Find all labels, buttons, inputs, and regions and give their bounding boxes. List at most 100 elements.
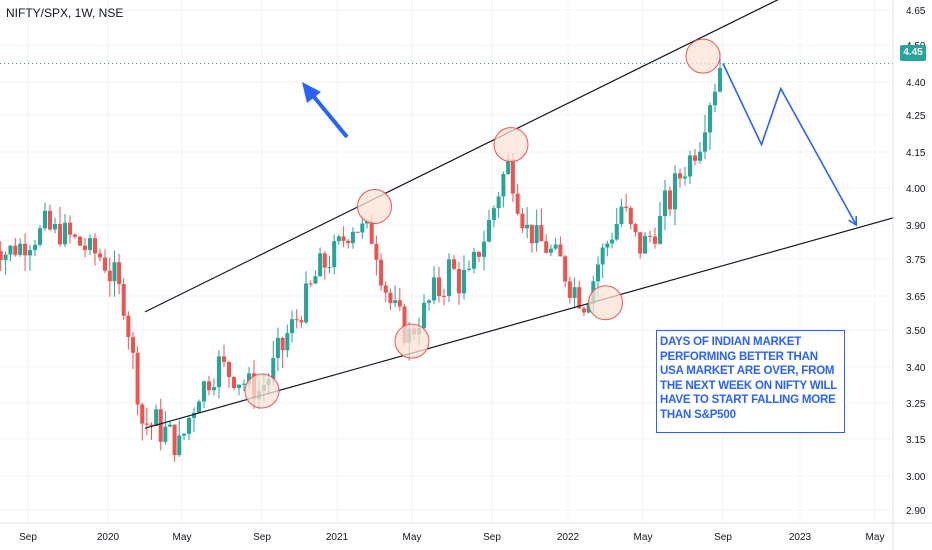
candle-body: [350, 231, 355, 244]
candle-body: [383, 285, 388, 293]
candle-body: [202, 381, 206, 402]
x-tick-label: May: [173, 532, 192, 543]
candle-body: [510, 159, 515, 194]
candle-body: [13, 245, 18, 255]
candle-body: [663, 190, 667, 217]
candle-body: [237, 384, 241, 389]
y-tick-label: 3.75: [906, 255, 926, 266]
candle-body: [275, 337, 280, 358]
candle-body: [360, 223, 365, 233]
candle-body: [397, 300, 402, 307]
x-tick-label: 2021: [326, 532, 349, 543]
candle-body: [673, 173, 677, 210]
x-tick-label: Sep: [714, 532, 732, 543]
candle-body: [648, 235, 652, 237]
candle-body: [658, 216, 662, 244]
x-tick-label: Sep: [483, 532, 501, 543]
candle-body: [548, 248, 553, 253]
candle-body: [643, 235, 647, 254]
candle-body: [322, 253, 327, 268]
candle-body: [197, 401, 201, 413]
candle-body: [299, 320, 304, 323]
candle-body: [38, 228, 42, 245]
candle-body: [135, 352, 140, 405]
candle-body: [668, 190, 672, 210]
candle-body: [374, 243, 379, 260]
y-tick-label: 4.40: [906, 78, 926, 89]
x-tick-label: May: [634, 532, 653, 543]
candle-body: [327, 267, 332, 269]
candle-body: [355, 231, 360, 233]
overlays: [0, 0, 895, 429]
candle-body: [515, 193, 520, 214]
candle-body: [369, 221, 374, 244]
y-tick-label: 3.40: [906, 363, 926, 374]
candle-body: [457, 268, 461, 294]
last-price-badge: 4.45: [900, 45, 926, 61]
candles: [0, 52, 722, 462]
candle-body: [596, 264, 600, 282]
candle-body: [222, 356, 226, 362]
candle-body: [177, 435, 182, 456]
candle-body: [718, 68, 722, 92]
candle-body: [93, 238, 97, 254]
candle-body: [698, 151, 702, 161]
candle-body: [577, 287, 582, 309]
candle-body: [280, 337, 285, 351]
candle-body: [393, 300, 398, 304]
candle-body: [107, 270, 112, 282]
x-tick-label: 2022: [557, 532, 580, 543]
candle-body: [501, 174, 506, 197]
candle-body: [271, 357, 276, 380]
candle-body: [703, 132, 707, 152]
candle-body: [207, 381, 211, 391]
candle-body: [227, 361, 231, 378]
candle-body: [182, 433, 186, 436]
candle-body: [112, 262, 117, 282]
candle-body: [290, 319, 294, 334]
candle-body: [83, 245, 87, 251]
up-arrow-head: [302, 82, 321, 103]
x-tick-label: May: [866, 532, 885, 543]
y-tick-label: 3.00: [906, 472, 926, 483]
candle-body: [628, 207, 633, 225]
candle-body: [427, 300, 431, 303]
candle-body: [432, 277, 436, 301]
candle-body: [693, 155, 697, 161]
candle-body: [3, 254, 8, 261]
grid-lines: [0, 0, 893, 523]
candle-body: [242, 383, 246, 385]
candle-body: [158, 409, 163, 442]
x-tick-label: 2023: [789, 532, 812, 543]
candle-body: [477, 251, 481, 257]
candle-body: [18, 243, 23, 255]
candle-body: [506, 159, 511, 175]
candle-body: [341, 236, 346, 241]
candle-body: [68, 222, 72, 235]
candle-body: [217, 356, 221, 388]
candle-body: [708, 105, 712, 133]
y-tick-label: 4.15: [906, 148, 926, 159]
candle-body: [336, 236, 341, 242]
candle-body: [88, 238, 92, 251]
annotation-note[interactable]: DAYS OF INDIAN MARKET PERFORMING BETTER …: [656, 330, 845, 433]
candle-body: [534, 225, 539, 244]
candle-body: [365, 221, 369, 224]
candle-body: [313, 276, 318, 284]
candle-body: [402, 306, 407, 343]
y-tick-label: 3.90: [906, 221, 926, 232]
candle-body: [187, 417, 191, 434]
candle-body: [23, 243, 28, 256]
candle-body: [520, 213, 525, 229]
y-tick-label: 4.00: [906, 184, 926, 195]
touch-marker: [493, 127, 529, 163]
candle-body: [0, 251, 3, 261]
candle-body: [422, 302, 426, 328]
candle-body: [379, 259, 384, 286]
candle-body: [53, 223, 57, 230]
candle-body: [544, 241, 549, 253]
touch-marker: [588, 285, 623, 321]
candle-body: [388, 292, 393, 304]
candle-body: [154, 409, 159, 426]
